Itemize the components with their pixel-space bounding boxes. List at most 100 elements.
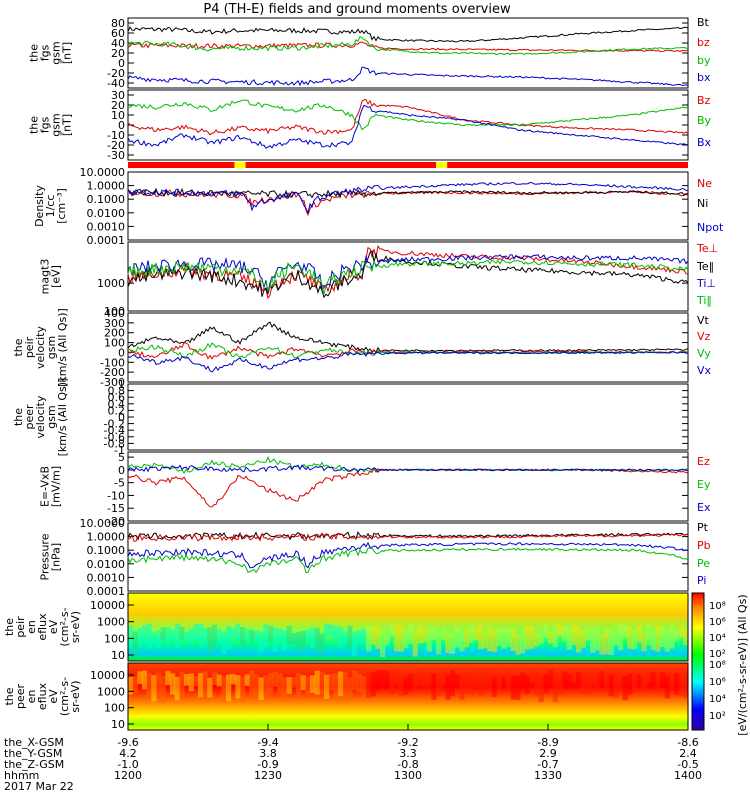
y-label-line: eflux: [36, 682, 49, 710]
y-tick-label: 100: [104, 632, 125, 645]
heatmap-cell: [244, 674, 250, 687]
heatmap-cell: [548, 632, 554, 644]
heatmap-cell: [221, 675, 227, 703]
heatmap-cell: [548, 669, 554, 687]
x-row-value: -0.5: [677, 758, 698, 771]
y-tick-label: -30: [107, 149, 125, 162]
panel-frame: [127, 89, 689, 161]
y-tick-label: 80: [111, 17, 125, 30]
heatmap-cell: [291, 677, 297, 688]
heatmap-cell: [258, 632, 264, 653]
heatmap-cell: [380, 631, 386, 658]
legend-Vy: Vy: [697, 347, 711, 360]
series-line-Vx: [127, 350, 689, 373]
y-axis-label: Pressure[nPa]: [39, 533, 63, 580]
heatmap-cell: [599, 671, 605, 686]
heatmap-cell: [352, 632, 358, 656]
heatmap-cell: [356, 630, 362, 645]
panel-efield: -20-15-10-505 Ez Ey Ex E=-VxB[mV/m]: [39, 451, 711, 528]
heatmap-cell: [571, 670, 577, 682]
heatmap-cell: [543, 623, 549, 638]
heatmap-cell: [496, 674, 502, 693]
series-line-Ni: [127, 187, 689, 199]
heatmap-cell: [263, 624, 269, 648]
y-label-line: peir: [14, 616, 27, 638]
heatmap-cell: [636, 674, 642, 685]
heatmap-cell: [338, 626, 344, 648]
series-line-bx: [127, 66, 689, 87]
heatmap-cell: [506, 628, 512, 647]
heatmap-cell: [510, 675, 516, 700]
legend-bz: bz: [697, 36, 710, 49]
heatmap-cell: [482, 673, 488, 687]
heatmap-cell: [534, 672, 540, 696]
heatmap-cell: [436, 632, 442, 655]
heatmap-cell: [422, 675, 428, 687]
panel-velocity-peir: -300-200-1000100200300400VtVzVyVxthepeir…: [12, 307, 712, 389]
panel-frame: [127, 522, 689, 592]
heatmap-cell: [436, 672, 442, 696]
heatmap-cell: [450, 669, 456, 697]
heatmap-cell: [585, 628, 591, 641]
heatmap-cell: [398, 624, 404, 652]
y-label-line: en: [25, 690, 38, 704]
heatmap-cell: [529, 670, 535, 683]
x-row-value: 3.8: [259, 747, 277, 760]
heatmap-cell: [366, 624, 372, 652]
y-tick-label: 300: [104, 317, 125, 330]
figure-title: P4 (TH-E) fields and ground moments over…: [203, 2, 511, 17]
legend-Bx: Bx: [697, 136, 712, 149]
y-label-line: fgs: [39, 44, 52, 61]
heatmap-cell: [650, 671, 656, 685]
status-bar-red: [128, 162, 688, 168]
heatmap-cell: [226, 674, 232, 702]
heatmap-cell: [674, 630, 680, 642]
heatmap-cell: [580, 630, 586, 648]
heatmap-cell: [146, 673, 152, 698]
heatmap-cell: [613, 632, 619, 646]
legend-Te‖: Te‖: [696, 260, 714, 273]
y-tick-label: -0.4: [104, 424, 125, 437]
x-row-value: -8.9: [537, 736, 558, 749]
y-tick-label: -0.8: [104, 437, 125, 450]
x-row-value: 4.2: [119, 747, 137, 760]
heatmap-cell: [324, 674, 330, 699]
heatmap-cell: [235, 623, 241, 640]
heatmap-cell: [604, 629, 610, 655]
heatmap-cell: [678, 625, 684, 638]
y-label-line: E=-VxB: [39, 466, 52, 507]
panel-frame: [127, 171, 689, 241]
legend-Ti⊥: Ti⊥: [696, 277, 716, 290]
y-label-line: (cm²-s-: [58, 607, 71, 646]
y-tick-label: 200: [104, 327, 125, 340]
colorbar-tick: 10⁶: [709, 617, 726, 628]
y-label-line: gsm: [45, 336, 58, 359]
heatmap-cell: [496, 627, 502, 646]
heatmap-cell: [296, 673, 302, 700]
heatmap-cell: [445, 675, 451, 700]
y-label-line: peer: [14, 684, 27, 710]
heatmap-cell: [128, 626, 134, 646]
legend-Vx: Vx: [697, 364, 712, 377]
y-tick-label: 100: [104, 337, 125, 350]
heatmap-cell: [249, 671, 255, 697]
x-row-label: the_X-GSM: [4, 736, 64, 749]
x-row-value: 1300: [394, 769, 422, 782]
y-tick-label: -0.6: [104, 431, 125, 444]
heatmap-cell: [669, 672, 675, 687]
heatmap-cell: [184, 673, 190, 686]
heatmap-cell: [473, 674, 479, 688]
series-line-by: [127, 35, 689, 56]
heatmap-cell: [170, 629, 176, 642]
panel-velocity-peer: -1-0.8-0.6-0.4-0.200.20.40.60.81 thepeerv…: [12, 378, 689, 457]
x-row-value: -0.8: [397, 758, 418, 771]
heatmap-cell: [202, 628, 208, 645]
heatmap-cell: [412, 677, 418, 691]
y-tick-label: -0.2: [104, 418, 125, 431]
heatmap-cell: [207, 677, 213, 698]
x-row-value: 1400: [674, 769, 702, 782]
heatmap-cell: [403, 629, 409, 648]
heatmap-cell: [300, 630, 306, 649]
